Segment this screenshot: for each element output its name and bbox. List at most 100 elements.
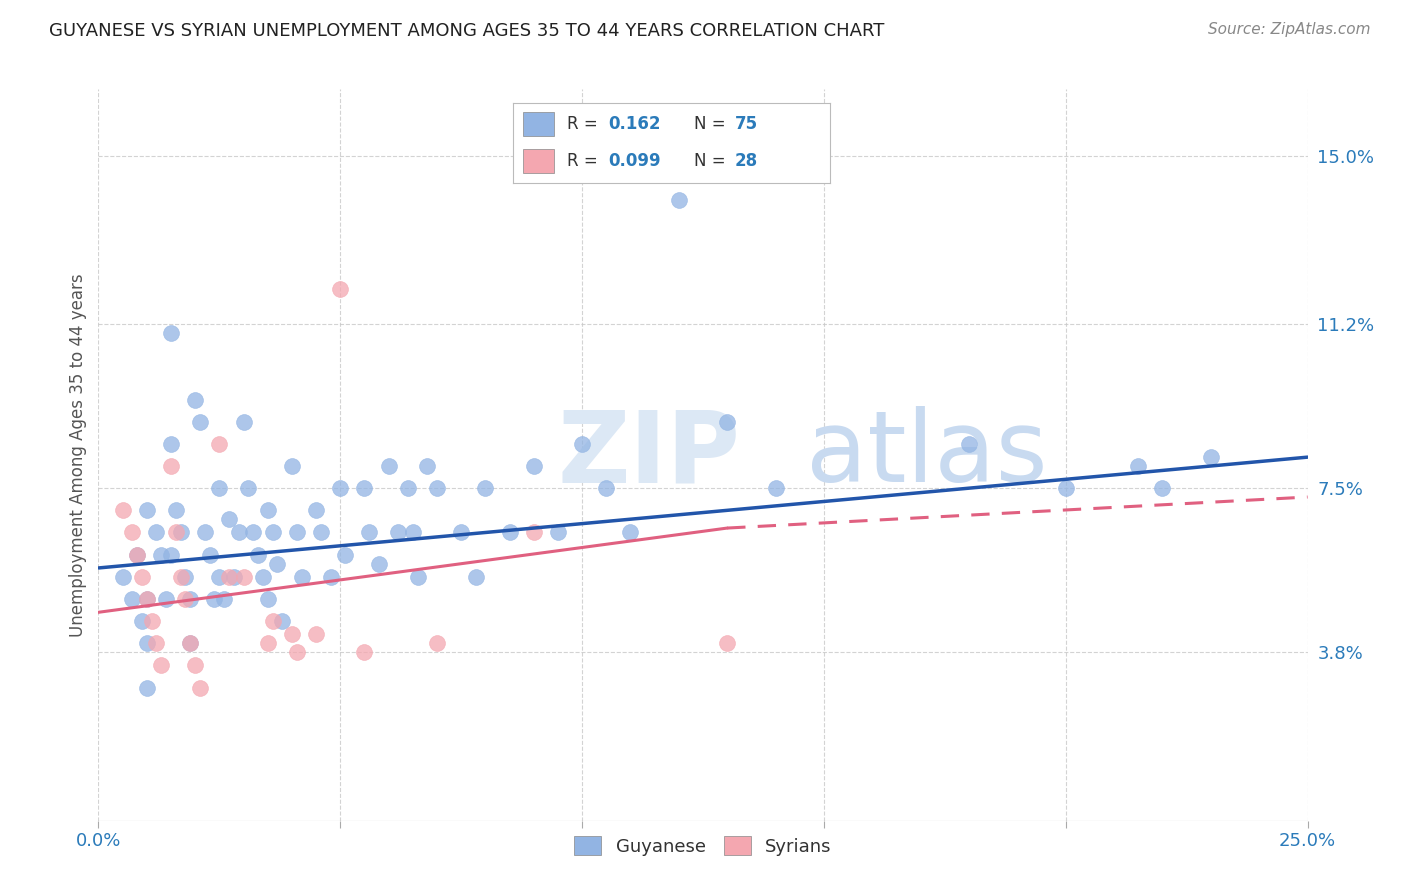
- Point: [135, 592, 157, 607]
- Point: [169, 570, 191, 584]
- Point: [150, 658, 173, 673]
- Y-axis label: Unemployment Among Ages 35 to 44 years: Unemployment Among Ages 35 to 44 years: [69, 273, 87, 637]
- Point: [188, 681, 211, 695]
- Point: [377, 458, 399, 473]
- Legend: Guyanese, Syrians: Guyanese, Syrians: [567, 829, 839, 863]
- Text: 0.099: 0.099: [607, 153, 661, 170]
- Text: 0.162: 0.162: [607, 115, 661, 133]
- Point: [252, 570, 274, 584]
- Point: [571, 437, 593, 451]
- Point: [523, 525, 546, 540]
- Point: [426, 481, 449, 495]
- Point: [319, 570, 342, 584]
- Point: [208, 437, 231, 451]
- Point: [353, 481, 375, 495]
- Point: [309, 525, 332, 540]
- Point: [135, 681, 157, 695]
- Point: [121, 592, 143, 607]
- Point: [333, 548, 356, 562]
- Point: [329, 481, 352, 495]
- Point: [262, 525, 284, 540]
- Point: [329, 282, 352, 296]
- Text: N =: N =: [693, 115, 725, 133]
- Point: [271, 614, 294, 628]
- Point: [184, 658, 207, 673]
- Point: [256, 636, 278, 650]
- Point: [165, 503, 187, 517]
- Point: [232, 415, 254, 429]
- Point: [238, 481, 260, 495]
- Point: [256, 503, 278, 517]
- Point: [160, 326, 183, 340]
- Point: [188, 415, 211, 429]
- Point: [416, 458, 439, 473]
- Point: [498, 525, 520, 540]
- Point: [256, 592, 278, 607]
- Point: [281, 627, 304, 641]
- Point: [305, 627, 328, 641]
- Point: [595, 481, 617, 495]
- Point: [141, 614, 163, 628]
- Point: [247, 548, 270, 562]
- Point: [1128, 458, 1150, 473]
- Point: [222, 570, 245, 584]
- Text: 28: 28: [734, 153, 758, 170]
- Point: [765, 481, 787, 495]
- Point: [169, 525, 191, 540]
- Text: 75: 75: [734, 115, 758, 133]
- Point: [131, 570, 153, 584]
- Point: [396, 481, 419, 495]
- Text: N =: N =: [693, 153, 725, 170]
- Point: [127, 548, 149, 562]
- Point: [145, 636, 167, 650]
- Point: [111, 570, 134, 584]
- Point: [135, 636, 157, 650]
- Point: [406, 570, 429, 584]
- Point: [204, 592, 226, 607]
- Point: [208, 570, 231, 584]
- Point: [668, 193, 690, 207]
- Point: [957, 437, 980, 451]
- Point: [368, 557, 391, 571]
- Point: [160, 437, 183, 451]
- Point: [547, 525, 569, 540]
- Point: [150, 548, 173, 562]
- Point: [305, 503, 328, 517]
- Point: [1199, 450, 1222, 464]
- Point: [194, 525, 217, 540]
- Point: [228, 525, 250, 540]
- Point: [232, 570, 254, 584]
- Point: [1054, 481, 1077, 495]
- Point: [198, 548, 221, 562]
- Point: [155, 592, 177, 607]
- Point: [359, 525, 381, 540]
- Point: [281, 458, 304, 473]
- Point: [262, 614, 284, 628]
- Point: [266, 557, 288, 571]
- Text: atlas: atlas: [806, 407, 1047, 503]
- Point: [131, 614, 153, 628]
- Point: [523, 458, 546, 473]
- Point: [402, 525, 425, 540]
- Point: [218, 512, 240, 526]
- Point: [285, 645, 308, 659]
- Point: [179, 636, 201, 650]
- Point: [212, 592, 235, 607]
- Point: [353, 645, 375, 659]
- Text: Source: ZipAtlas.com: Source: ZipAtlas.com: [1208, 22, 1371, 37]
- Point: [165, 525, 187, 540]
- Point: [160, 548, 183, 562]
- Point: [619, 525, 641, 540]
- Point: [716, 636, 738, 650]
- Text: ZIP: ZIP: [558, 407, 741, 503]
- Point: [208, 481, 231, 495]
- FancyBboxPatch shape: [523, 112, 554, 136]
- Point: [1152, 481, 1174, 495]
- Point: [179, 592, 201, 607]
- Point: [160, 458, 183, 473]
- Point: [387, 525, 409, 540]
- Point: [135, 503, 157, 517]
- Text: R =: R =: [567, 115, 598, 133]
- Point: [184, 392, 207, 407]
- Point: [111, 503, 134, 517]
